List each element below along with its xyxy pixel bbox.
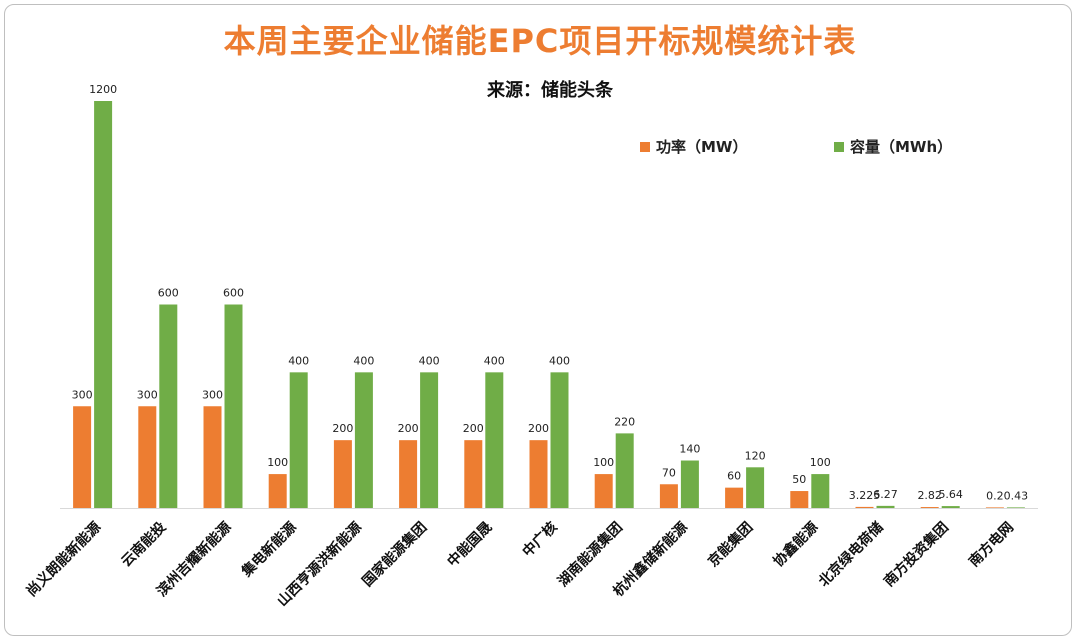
bar-capacity-2 bbox=[159, 304, 178, 508]
bar-capacity-6 bbox=[420, 372, 439, 508]
chart-frame bbox=[4, 4, 1072, 636]
bar-power-2 bbox=[138, 406, 157, 508]
data-label-capacity-6: 400 bbox=[419, 354, 440, 367]
data-label-capacity-7: 400 bbox=[484, 354, 505, 367]
legend-label-capacity: 容量（MWh） bbox=[850, 138, 953, 156]
bar-capacity-7 bbox=[485, 372, 504, 508]
bar-capacity-8 bbox=[550, 372, 569, 508]
bar-capacity-14 bbox=[941, 506, 960, 508]
data-label-capacity-12: 100 bbox=[810, 456, 831, 469]
bar-power-12 bbox=[790, 491, 809, 508]
data-label-power-5: 200 bbox=[332, 422, 353, 435]
x-tick-label-4: 集电新能源 bbox=[238, 519, 300, 581]
bar-power-14 bbox=[920, 507, 939, 508]
chart-subtitle: 来源：储能头条 bbox=[487, 80, 613, 101]
x-tick-label-7: 中能国晟 bbox=[444, 519, 496, 571]
data-label-power-6: 200 bbox=[398, 422, 419, 435]
x-tick-label-14: 南方投资集团 bbox=[880, 519, 951, 590]
data-label-power-13: 3.225 bbox=[849, 489, 881, 502]
bar-power-1 bbox=[73, 406, 92, 508]
data-label-power-2: 300 bbox=[137, 388, 158, 401]
x-tick-label-8: 中广核 bbox=[519, 519, 561, 561]
legend-item-power: 功率（MW） bbox=[640, 136, 747, 157]
x-tick-label-15: 南方电网 bbox=[965, 519, 1017, 571]
bar-capacity-4 bbox=[289, 372, 308, 508]
x-tick-label-9: 湖南能源集团 bbox=[554, 519, 625, 590]
bar-capacity-5 bbox=[354, 372, 373, 508]
data-label-capacity-13: 6.27 bbox=[873, 488, 898, 501]
data-label-capacity-11: 120 bbox=[745, 449, 766, 462]
bar-capacity-13 bbox=[876, 505, 895, 508]
bar-capacity-1 bbox=[94, 101, 113, 508]
data-label-power-12: 50 bbox=[792, 473, 806, 486]
bar-capacity-15 bbox=[1006, 507, 1025, 508]
bar-power-5 bbox=[333, 440, 352, 508]
x-tick-label-2: 云南能投 bbox=[118, 519, 170, 571]
data-label-capacity-15: 0.43 bbox=[1004, 489, 1029, 502]
bar-power-6 bbox=[399, 440, 418, 508]
data-label-power-8: 200 bbox=[528, 422, 549, 435]
x-tick-label-6: 国家能源集团 bbox=[359, 519, 430, 590]
x-tick-label-13: 北京绿电荷储 bbox=[815, 519, 886, 590]
data-label-capacity-10: 140 bbox=[679, 443, 700, 456]
data-label-capacity-1: 1200 bbox=[89, 83, 117, 96]
data-label-power-4: 100 bbox=[267, 456, 288, 469]
data-label-power-1: 300 bbox=[72, 388, 93, 401]
bar-power-8 bbox=[529, 440, 548, 508]
legend-item-capacity: 容量（MWh） bbox=[834, 136, 952, 157]
bar-power-15 bbox=[985, 507, 1004, 508]
bar-capacity-12 bbox=[811, 474, 830, 508]
data-label-capacity-5: 400 bbox=[353, 354, 374, 367]
chart-title: 本周主要企业储能EPC项目开标规模统计表 bbox=[223, 22, 857, 60]
legend-swatch-capacity bbox=[834, 141, 844, 152]
data-label-power-14: 2.82 bbox=[917, 489, 942, 502]
data-label-power-11: 60 bbox=[727, 470, 741, 483]
data-label-capacity-14: 5.64 bbox=[938, 488, 963, 501]
bar-power-11 bbox=[725, 487, 744, 508]
bar-power-7 bbox=[464, 440, 483, 508]
data-label-capacity-9: 220 bbox=[614, 415, 635, 428]
data-label-power-3: 300 bbox=[202, 388, 223, 401]
data-label-power-7: 200 bbox=[463, 422, 484, 435]
x-tick-label-1: 尚义朗能新能源 bbox=[23, 519, 104, 600]
bar-capacity-10 bbox=[680, 460, 699, 508]
bar-power-4 bbox=[268, 474, 287, 508]
data-label-capacity-8: 400 bbox=[549, 354, 570, 367]
legend-swatch-power bbox=[640, 141, 650, 152]
data-label-capacity-4: 400 bbox=[288, 354, 309, 367]
bar-capacity-3 bbox=[224, 304, 243, 508]
legend-label-power: 功率（MW） bbox=[656, 138, 748, 156]
data-label-power-15: 0.2 bbox=[986, 489, 1004, 502]
x-tick-label-12: 协鑫能源 bbox=[770, 519, 822, 571]
data-label-capacity-2: 600 bbox=[158, 287, 179, 300]
bar-power-9 bbox=[594, 474, 613, 508]
bar-power-13 bbox=[855, 506, 874, 508]
data-label-power-9: 100 bbox=[593, 456, 614, 469]
data-label-capacity-3: 600 bbox=[223, 287, 244, 300]
x-tick-label-11: 京能集团 bbox=[705, 519, 757, 571]
bar-capacity-9 bbox=[615, 433, 634, 508]
bar-power-10 bbox=[659, 484, 678, 508]
bar-power-3 bbox=[203, 406, 222, 508]
bar-capacity-11 bbox=[746, 467, 765, 508]
data-label-power-10: 70 bbox=[662, 466, 676, 479]
